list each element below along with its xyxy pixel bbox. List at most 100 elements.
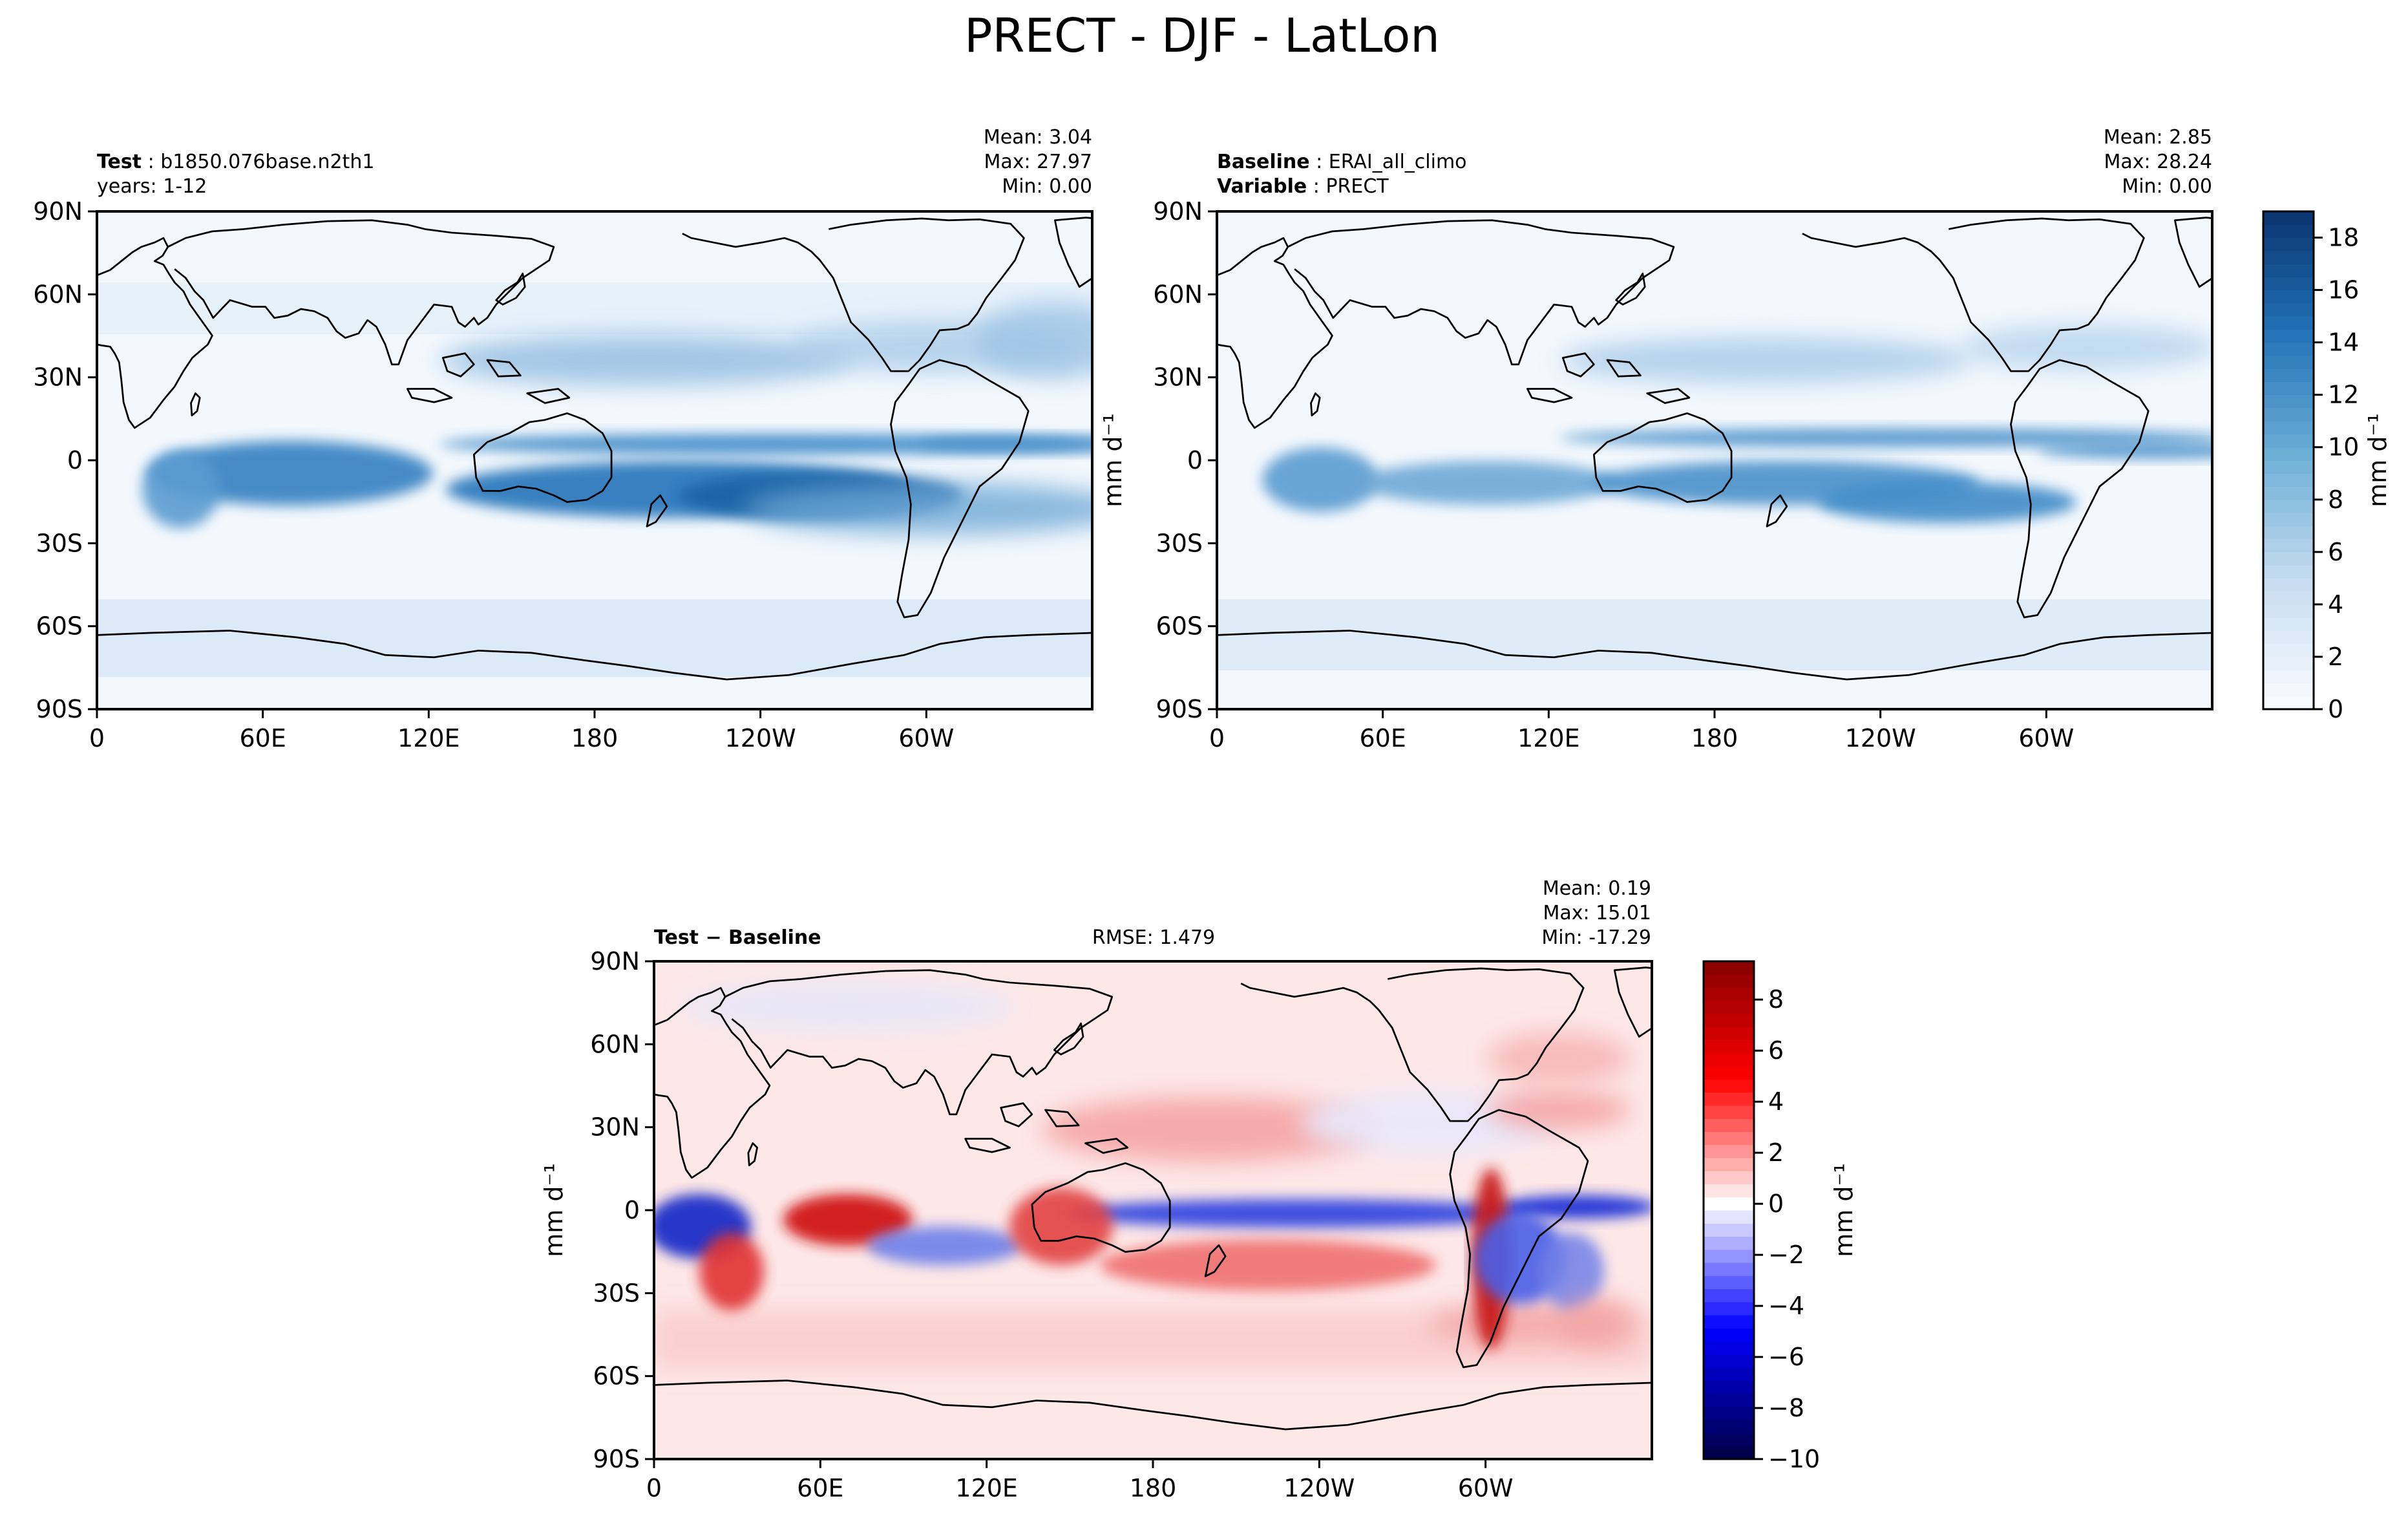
baseline-mean: Mean: 2.85	[2104, 126, 2212, 149]
precip-colorbar-block	[2263, 421, 2314, 435]
diff-y-tick-label: 90N	[590, 947, 640, 976]
test-mean: Mean: 3.04	[984, 126, 1092, 149]
precip-colorbar-block	[2263, 604, 2314, 618]
baseline-label-bold: Baseline	[1217, 151, 1310, 173]
precip-colorbar-block	[2263, 250, 2314, 264]
diff-colorbar-tick-label: −4	[1768, 1292, 1804, 1320]
precip-colorbar-tick-label: 0	[2328, 695, 2343, 723]
diff-colorbar-block	[1704, 961, 1754, 975]
diff-colorbar-tick-label: 8	[1768, 985, 1784, 1014]
diff-colorbar-block	[1704, 1275, 1754, 1290]
precip-colorbar-block	[2263, 499, 2314, 513]
diff-ylabel: mm d⁻¹	[540, 1163, 568, 1257]
test-y-tick-label: 60N	[33, 280, 83, 308]
precip-colorbar-block	[2263, 578, 2314, 592]
diff-colorbar-block	[1704, 1040, 1754, 1054]
diff-colorbar-block	[1704, 1288, 1754, 1303]
baseline-x-tick-label: 60W	[2018, 724, 2074, 752]
diff-min: Min: -17.29	[1541, 926, 1651, 949]
figure-title: PRECT - DJF - LatLon	[964, 8, 1440, 63]
diff-colorbar-block	[1704, 1223, 1754, 1237]
diff-colorbar-block	[1704, 1131, 1754, 1146]
baseline-y-tick-label: 30S	[1156, 529, 1203, 557]
diff-x-tick-label: 180	[1130, 1474, 1177, 1502]
baseline-panel: Baseline : ERAI_all_climo Variable : PRE…	[1153, 126, 2213, 752]
diff-y-tick-label: 30S	[593, 1279, 640, 1307]
diff-colorbar-block	[1704, 1210, 1754, 1224]
test-y-tick-label: 90N	[33, 197, 83, 226]
precip-colorbar-block	[2263, 565, 2314, 579]
diff-colorbar-tick-label: −10	[1768, 1445, 1820, 1473]
diff-colorbar-block	[1704, 1367, 1754, 1381]
test-panel: Test : b1850.076base.n2th1 years: 1-12 M…	[33, 126, 1093, 752]
precip-colorbar-block	[2263, 526, 2314, 540]
baseline-x-tick-label: 120E	[1517, 724, 1580, 752]
baseline-x-tick-label: 0	[1209, 724, 1225, 752]
diff-x-tick-label: 120E	[955, 1474, 1018, 1502]
diff-colorbar-block	[1704, 1157, 1754, 1171]
diff-colorbar-block	[1704, 1406, 1754, 1420]
diff-mean: Mean: 0.19	[1543, 877, 1651, 900]
precip-colorbar-block	[2263, 434, 2314, 448]
precip-colorbar-block	[2263, 617, 2314, 632]
precip-colorbar-block	[2263, 211, 2314, 225]
baseline-y-axis: 90N 60N 30N 0 30S 60S 90S	[1153, 197, 1217, 723]
test-y-tick-label: 90S	[36, 695, 83, 723]
test-x-tick-label: 180	[571, 724, 618, 752]
precip-colorbar-block	[2263, 342, 2314, 356]
precip-colorbar-block	[2263, 551, 2314, 566]
precip-colorbar-ticks: 0 2 4 6 8 10 12 14 16 18	[2314, 224, 2359, 723]
diff-colorbar-block	[1704, 1000, 1754, 1014]
diff-colorbar-tick-label: −8	[1768, 1394, 1804, 1422]
diff-colorbar: −10 −8 −6 −4 −2 0 2 4 6 8 mm d⁻¹	[1702, 960, 1858, 1473]
diff-colorbar-block	[1704, 1052, 1754, 1067]
test-y-axis: 90N 60N 30N 0 30S 60S 90S	[33, 197, 97, 723]
test-y-tick-label: 0	[67, 446, 83, 475]
precip-colorbar-block	[2263, 329, 2314, 343]
diff-colorbar-block	[1704, 974, 1754, 988]
precip-colorbar-block	[2263, 656, 2314, 670]
svg-text:Test : b1850.076base.n2th1: Test : b1850.076base.n2th1	[97, 151, 374, 173]
diff-colorbar-block	[1704, 1263, 1754, 1276]
diff-colorbar-block	[1704, 1184, 1754, 1198]
diff-y-axis: 90N 60N 30N 0 30S 60S 90S	[590, 947, 654, 1473]
baseline-y-tick-label: 30N	[1153, 363, 1203, 392]
baseline-y-tick-label: 0	[1187, 446, 1203, 475]
precip-colorbar-tick-label: 4	[2328, 590, 2343, 619]
test-years: years: 1-12	[97, 175, 207, 198]
diff-y-tick-label: 30N	[590, 1113, 640, 1142]
baseline-variable-bold: Variable	[1217, 175, 1307, 198]
diff-panel: Test − Baseline RMSE: 1.479 Mean: 0.19 M…	[540, 877, 1653, 1502]
diff-colorbar-block	[1704, 1027, 1754, 1041]
test-header: Test : b1850.076base.n2th1 years: 1-12 M…	[97, 126, 1092, 198]
diff-y-tick-label: 0	[624, 1196, 640, 1224]
diff-label: Test − Baseline	[654, 926, 821, 949]
baseline-map	[1217, 211, 2212, 709]
diff-colorbar-tick-label: 0	[1768, 1189, 1784, 1218]
diff-colorbar-block	[1704, 1301, 1754, 1316]
diff-x-tick-label: 60E	[797, 1474, 843, 1502]
diff-x-axis: 0 60E 120E 180 120W 60W	[646, 1459, 1514, 1502]
diff-colorbar-tick-label: 2	[1768, 1138, 1784, 1167]
precip-colorbar-blocks	[2263, 211, 2314, 710]
svg-text:Variable : PRECT: Variable : PRECT	[1217, 175, 1389, 198]
test-x-tick-label: 0	[89, 724, 105, 752]
precip-colorbar-block	[2263, 237, 2314, 251]
precip-colorbar-block	[2263, 290, 2314, 304]
test-field	[97, 283, 1092, 677]
baseline-y-tick-label: 90N	[1153, 197, 1203, 226]
diff-colorbar-tick-label: 4	[1768, 1087, 1784, 1116]
precip-colorbar-block	[2263, 394, 2314, 409]
precip-colorbar-block	[2263, 513, 2314, 526]
diff-colorbar-tick-label: −6	[1768, 1343, 1804, 1371]
diff-colorbar-block	[1704, 1380, 1754, 1394]
baseline-min: Min: 0.00	[2122, 175, 2212, 198]
diff-colorbar-block	[1704, 1328, 1754, 1342]
diff-colorbar-block	[1704, 1236, 1754, 1250]
baseline-max: Max: 28.24	[2104, 151, 2212, 173]
diff-colorbar-block	[1704, 1341, 1754, 1355]
precip-colorbar-tick-label: 16	[2328, 276, 2359, 304]
precip-colorbar-block	[2263, 591, 2314, 605]
svg-text:Baseline : ERAI_all_climo: Baseline : ERAI_all_climo	[1217, 151, 1467, 173]
